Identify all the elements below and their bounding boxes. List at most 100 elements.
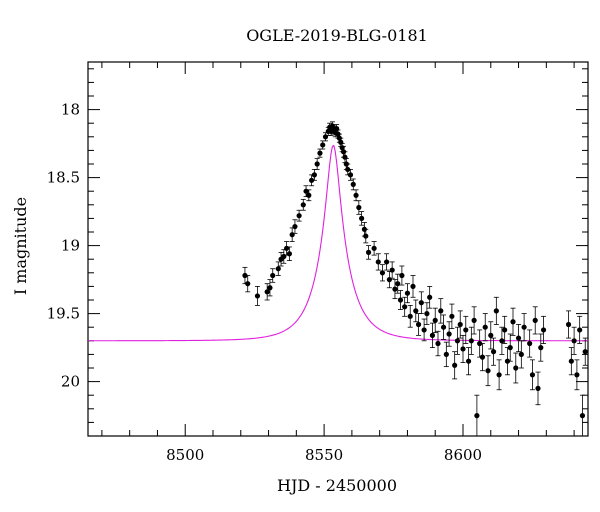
data-marker (314, 161, 320, 167)
data-point (577, 315, 583, 344)
data-marker (535, 385, 541, 391)
data-point (465, 347, 472, 376)
data-point (300, 198, 306, 211)
data-point (384, 253, 390, 271)
data-point (582, 337, 588, 366)
data-marker (399, 272, 405, 279)
data-marker (392, 286, 398, 292)
data-point (499, 326, 505, 355)
data-point (404, 283, 411, 304)
data-marker (421, 327, 427, 333)
data-point (435, 330, 441, 357)
data-marker (286, 251, 292, 257)
data-point (245, 275, 251, 293)
data-marker (518, 351, 524, 357)
data-marker (371, 245, 377, 251)
data-point (471, 306, 477, 335)
data-marker (418, 300, 424, 306)
data-point (565, 310, 572, 339)
data-marker (415, 321, 422, 328)
data-point (510, 307, 516, 336)
data-marker (375, 259, 381, 265)
data-point (242, 266, 248, 285)
data-marker (432, 317, 438, 323)
data-point (275, 261, 281, 276)
data-point (254, 285, 261, 306)
data-point (429, 322, 436, 349)
data-marker (427, 294, 433, 300)
y-tick-label: 18.5 (47, 169, 80, 187)
data-marker (267, 285, 273, 291)
data-point (415, 313, 422, 336)
data-point (579, 394, 586, 436)
data-point (474, 394, 480, 436)
data-marker (477, 340, 483, 347)
data-marker (443, 351, 449, 357)
data-point (296, 209, 302, 222)
data-point (440, 314, 447, 340)
data-marker (397, 297, 404, 303)
data-point (504, 347, 511, 376)
data-marker (317, 150, 323, 156)
data-point (427, 285, 433, 309)
data-marker (515, 335, 522, 341)
data-point (568, 347, 574, 376)
data-point (460, 334, 466, 363)
data-marker (350, 181, 356, 187)
data-point (407, 305, 413, 328)
data-point (286, 246, 292, 261)
data-marker (496, 372, 502, 378)
data-point (535, 371, 541, 406)
data-point (317, 148, 323, 158)
data-point (322, 132, 329, 142)
data-marker (468, 338, 474, 344)
data-marker (300, 202, 306, 208)
data-point (452, 351, 458, 380)
data-marker (284, 245, 290, 251)
data-marker (347, 172, 354, 178)
data-point (532, 306, 538, 335)
data-point (314, 158, 320, 170)
data-marker (407, 313, 413, 319)
data-point (477, 329, 483, 358)
data-point (485, 355, 491, 387)
data-point (496, 359, 502, 391)
x-tick-label: 8600 (444, 446, 482, 464)
data-point (449, 303, 455, 329)
data-marker (309, 177, 315, 183)
data-point (454, 326, 461, 355)
x-tick-label: 8550 (305, 446, 343, 464)
data-point (507, 333, 513, 362)
data-marker (529, 372, 536, 378)
data-marker (504, 358, 511, 364)
data-marker (359, 215, 365, 221)
data-point (410, 275, 416, 298)
data-marker (438, 308, 444, 314)
data-point (574, 359, 580, 391)
data-point (518, 340, 524, 369)
data-marker (507, 345, 513, 351)
data-marker (242, 272, 248, 279)
data-point (402, 296, 408, 317)
data-point (521, 313, 527, 342)
y-axis-title: I magnitude (11, 197, 30, 295)
data-point (311, 169, 317, 181)
data-point (463, 315, 469, 344)
data-point (424, 302, 430, 325)
data-marker (404, 290, 411, 296)
data-marker (338, 139, 344, 145)
data-point (502, 315, 508, 344)
data-point (289, 227, 295, 242)
data-marker (538, 345, 544, 351)
data-marker (446, 331, 452, 337)
data-point (432, 307, 438, 334)
data-marker (311, 172, 317, 178)
data-marker (424, 311, 430, 317)
data-marker (365, 249, 372, 255)
data-marker (465, 358, 472, 364)
y-tick-label: 19.5 (47, 305, 80, 323)
data-marker (264, 289, 270, 295)
data-point (392, 279, 398, 300)
data-point (359, 211, 365, 226)
